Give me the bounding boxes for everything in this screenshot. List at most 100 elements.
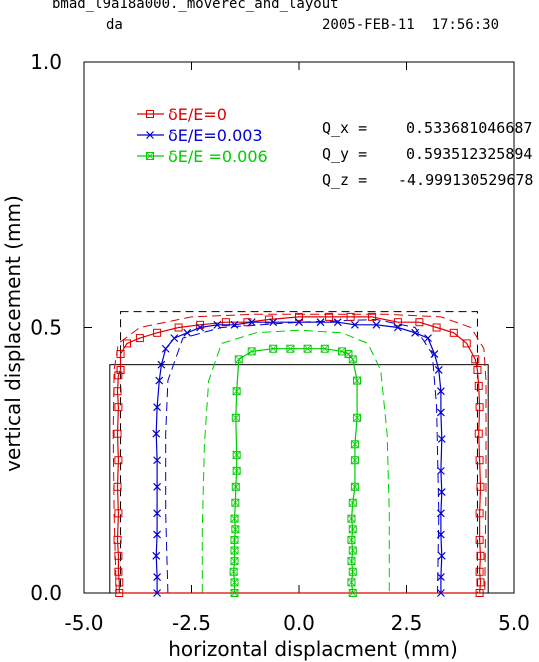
- data-point-cross: [321, 344, 329, 353]
- data-point: [230, 589, 239, 597]
- data-point: [368, 312, 377, 321]
- data-point: [286, 344, 295, 353]
- data-point: [114, 509, 123, 518]
- data-point: [247, 318, 256, 327]
- data-point: [347, 578, 356, 587]
- data-point-cross: [348, 546, 357, 555]
- data-point: [353, 413, 362, 422]
- data-point: [436, 589, 445, 597]
- data-point: [350, 440, 359, 449]
- data-point-cross: [230, 514, 239, 523]
- data-point-cross: [351, 440, 359, 449]
- data-point: [347, 535, 356, 544]
- data-point: [153, 530, 162, 539]
- data-point: [475, 509, 484, 518]
- data-point: [269, 344, 278, 353]
- data-point: [153, 403, 162, 412]
- y-tick-label: 1.0: [30, 50, 62, 74]
- x-tick-label: -2.5: [172, 611, 211, 635]
- data-point: [152, 551, 161, 560]
- data-point-cross: [235, 355, 243, 364]
- data-point: [475, 567, 484, 576]
- data-point: [231, 498, 240, 507]
- data-point: [436, 573, 445, 581]
- data-point: [170, 334, 179, 343]
- data-point: [393, 318, 402, 327]
- data-point: [476, 482, 485, 491]
- data-point-cross: [338, 347, 346, 356]
- tune-label: Q_y =: [322, 145, 367, 163]
- data-point-cross: [348, 525, 357, 534]
- data-point-cross: [353, 413, 361, 422]
- data-point: [411, 328, 420, 337]
- data-point: [474, 429, 483, 438]
- data-point: [473, 365, 482, 374]
- data-point: [348, 355, 357, 364]
- data-point-cross: [348, 589, 357, 597]
- data-point: [449, 328, 458, 337]
- data-point: [231, 482, 240, 491]
- data-point-cross: [232, 451, 241, 459]
- data-point: [436, 408, 445, 417]
- data-point: [415, 318, 424, 327]
- data-point: [115, 578, 124, 587]
- data-point: [114, 551, 123, 560]
- data-point: [348, 546, 357, 555]
- plot-subtitle: da: [106, 17, 123, 33]
- data-point-cross: [230, 536, 239, 544]
- x-tick-label: -5.0: [64, 611, 103, 635]
- data-point: [476, 551, 485, 560]
- data-point-cross: [232, 483, 240, 491]
- data-point: [230, 546, 239, 555]
- series-line: [155, 321, 443, 593]
- data-point: [157, 360, 166, 369]
- data-point: [229, 567, 238, 576]
- data-point: [230, 514, 239, 523]
- data-point: [475, 403, 484, 412]
- data-point: [146, 131, 154, 139]
- data-point: [436, 466, 445, 475]
- data-point-cross: [351, 483, 359, 491]
- x-axis-label: horizontal displacment (mm): [168, 637, 458, 661]
- data-point: [113, 429, 122, 438]
- data-point: [221, 318, 230, 327]
- data-point: [232, 387, 241, 396]
- data-point-cross: [348, 567, 357, 576]
- tune-label: Q_z =: [322, 171, 367, 189]
- data-point: [115, 589, 124, 597]
- tune-value: 0.533681046687: [406, 119, 532, 137]
- data-point-cross: [231, 525, 240, 534]
- data-point: [135, 334, 144, 343]
- data-point: [295, 312, 303, 321]
- data-point: [434, 366, 443, 374]
- series-line: [116, 316, 482, 594]
- data-point-cross: [286, 344, 295, 353]
- data-point: [350, 456, 359, 465]
- data-point: [348, 498, 357, 507]
- data-point: [333, 318, 342, 327]
- data-point: [424, 334, 432, 343]
- data-point: [230, 557, 239, 566]
- data-point: [152, 429, 161, 438]
- data-point: [183, 328, 192, 337]
- dashed-contour: [201, 329, 390, 593]
- data-point-cross: [269, 344, 277, 353]
- data-point: [153, 482, 162, 491]
- dashed-contour: [165, 318, 440, 594]
- data-point: [114, 567, 123, 576]
- data-point-cross: [351, 456, 359, 465]
- tune-label: Q_x =: [322, 119, 367, 137]
- data-point: [437, 551, 446, 560]
- plot-frame: [83, 61, 515, 594]
- x-tick-label: 5.0: [498, 611, 530, 635]
- data-point: [146, 152, 154, 160]
- data-point: [475, 589, 484, 597]
- data-point: [316, 318, 325, 327]
- data-point-cross: [146, 152, 154, 160]
- data-point: [325, 312, 334, 321]
- y-axis-label: vertical displacement (mm): [1, 195, 25, 472]
- data-point-cross: [229, 567, 238, 576]
- data-point-cross: [230, 546, 239, 555]
- data-point-cross: [347, 578, 356, 587]
